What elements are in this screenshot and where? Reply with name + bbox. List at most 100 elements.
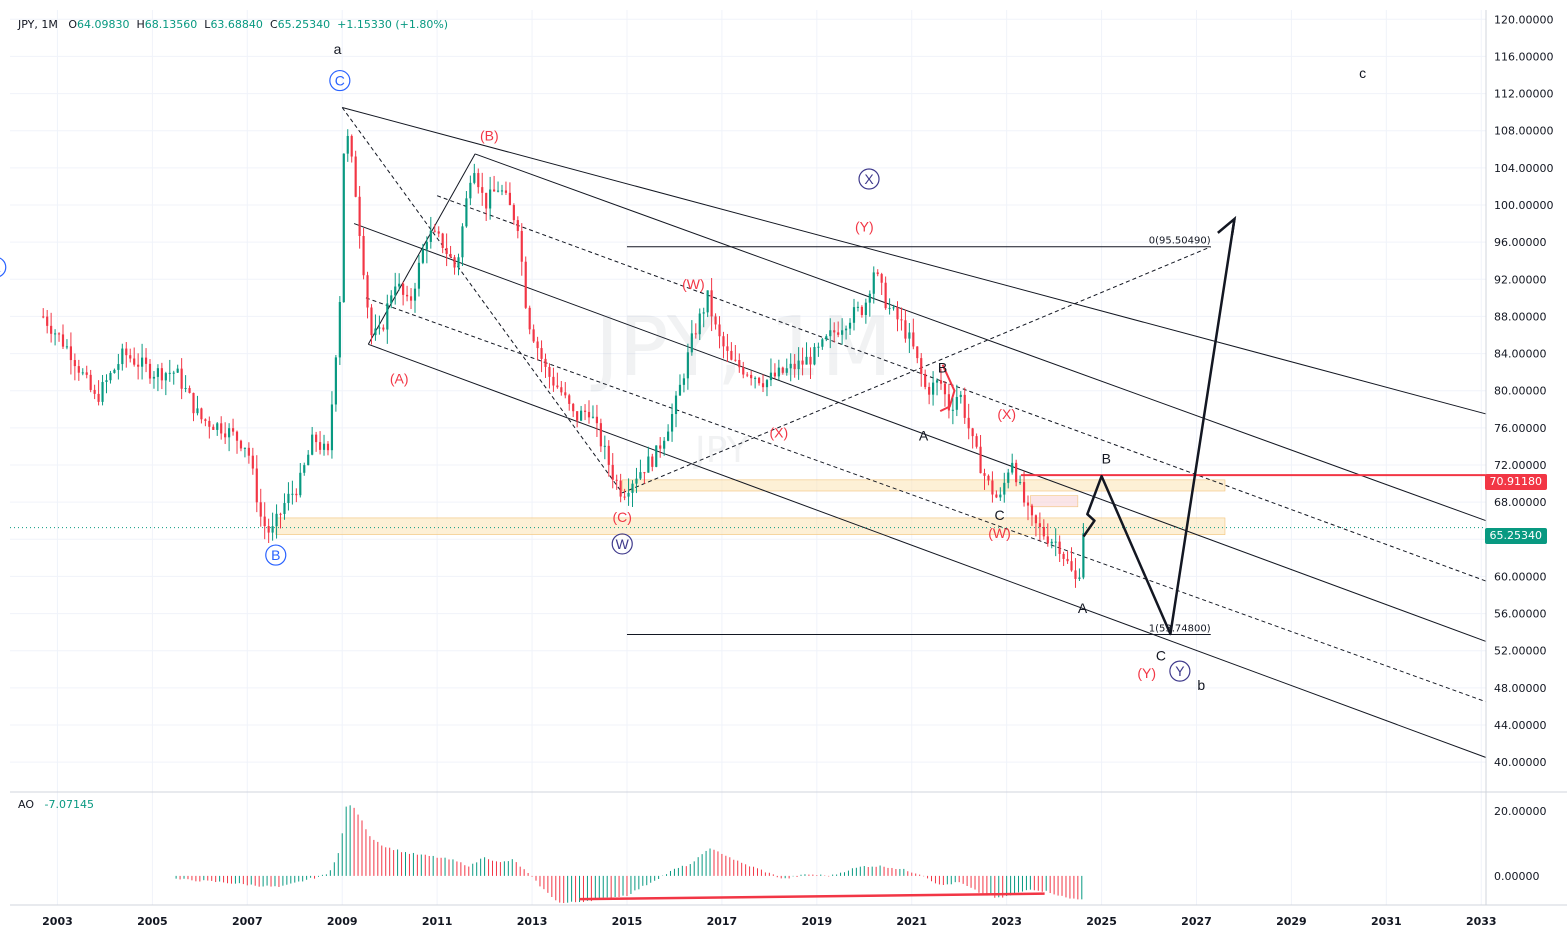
candle-body: [346, 135, 349, 154]
candle-body: [821, 339, 824, 347]
candle-body: [255, 468, 258, 503]
candle-body: [663, 440, 666, 449]
candle-body: [176, 368, 179, 373]
candle-body: [607, 445, 610, 465]
time-tick: 2027: [1181, 915, 1212, 928]
candle-body: [516, 220, 519, 231]
candle-body: [765, 380, 769, 388]
candle-body: [81, 372, 84, 374]
candle-body: [698, 313, 701, 335]
close-label: C: [269, 18, 278, 31]
candle-body: [710, 290, 713, 317]
candle-body: [726, 346, 729, 351]
ao-name[interactable]: AO: [18, 798, 34, 811]
wave-label: (C): [613, 509, 632, 525]
candle-body: [920, 358, 923, 374]
candle-body: [595, 416, 599, 424]
candle-body: [89, 374, 92, 390]
wave-label: (W): [682, 276, 705, 292]
candle-body: [101, 381, 104, 402]
candle-body: [1022, 482, 1026, 503]
price-tick: 112.00000: [1494, 88, 1554, 101]
time-tick: 2013: [517, 915, 548, 928]
time-tick: 2033: [1466, 915, 1497, 928]
candle-body: [279, 513, 282, 515]
price-tick: 44.00000: [1494, 719, 1547, 732]
candle-body: [651, 456, 654, 467]
candle-body: [156, 368, 160, 377]
candle-body: [445, 247, 448, 254]
time-tick: 2017: [707, 915, 738, 928]
candle-body: [500, 190, 504, 192]
candle-body: [358, 196, 361, 236]
candle-body: [623, 496, 626, 498]
wave-circle: [858, 168, 880, 190]
candle-body: [85, 372, 88, 375]
candle-body: [935, 380, 939, 383]
candle-body: [299, 472, 302, 496]
candle-body: [469, 182, 472, 199]
price-tick: 68.00000: [1494, 496, 1547, 509]
candle-body: [1038, 523, 1041, 527]
candle-body: [477, 173, 480, 188]
candle-body: [1070, 561, 1073, 571]
time-tick: 2009: [327, 915, 358, 928]
candle-body: [761, 383, 765, 388]
candle-body: [370, 307, 373, 336]
candle-body: [667, 431, 670, 441]
candle-body: [105, 380, 108, 382]
wave-label: c: [1359, 65, 1366, 81]
candle-body: [303, 465, 306, 473]
candle-body: [959, 394, 962, 397]
trend-line: [353, 223, 1487, 642]
candle-body: [417, 262, 421, 289]
candle-body: [504, 190, 508, 193]
candle-body: [247, 447, 250, 456]
candle-body: [148, 363, 152, 379]
wave-circle: [0, 257, 7, 277]
candle-body: [473, 173, 476, 183]
candle-body: [556, 385, 559, 388]
candle-body: [390, 295, 393, 304]
candle-body: [342, 153, 345, 303]
candle-body: [963, 394, 966, 418]
candle-body: [1062, 553, 1065, 559]
candle-body: [291, 493, 294, 495]
candle-body: [971, 428, 974, 437]
candle-body: [307, 454, 310, 466]
candle-body: [53, 333, 57, 335]
trend-line: [342, 107, 1487, 415]
candle-body: [900, 319, 903, 321]
candle-body: [1034, 515, 1038, 524]
candle-body: [200, 408, 203, 420]
candle-body: [615, 479, 618, 481]
time-tick: 2023: [991, 915, 1022, 928]
candle-body: [817, 346, 820, 348]
candle-body: [722, 336, 725, 347]
time-tick: 2029: [1276, 915, 1307, 928]
wave-label: A: [0, 259, 1, 275]
time-tick: 2003: [42, 915, 73, 928]
ao-tick: 0.00000: [1494, 870, 1540, 883]
candle-body: [109, 372, 112, 381]
candle-body: [627, 492, 630, 497]
candle-body: [750, 374, 753, 379]
candle-body: [453, 257, 456, 268]
symbol-label[interactable]: JPY, 1M: [18, 18, 58, 31]
candle-body: [572, 403, 575, 412]
price-tick: 92.00000: [1494, 273, 1547, 286]
price-tick: 60.00000: [1494, 570, 1547, 583]
candle-body: [374, 328, 377, 336]
wave-label: B: [938, 360, 947, 376]
candle-body: [287, 493, 290, 504]
candle-body: [619, 480, 622, 497]
candle-body: [73, 360, 76, 367]
candle-body: [702, 312, 705, 314]
price-tick: 40.00000: [1494, 756, 1547, 769]
candle-body: [924, 373, 927, 387]
candle-body: [746, 374, 749, 376]
candle-body: [228, 428, 231, 438]
candle-body: [714, 316, 717, 325]
candle-body: [188, 388, 191, 393]
